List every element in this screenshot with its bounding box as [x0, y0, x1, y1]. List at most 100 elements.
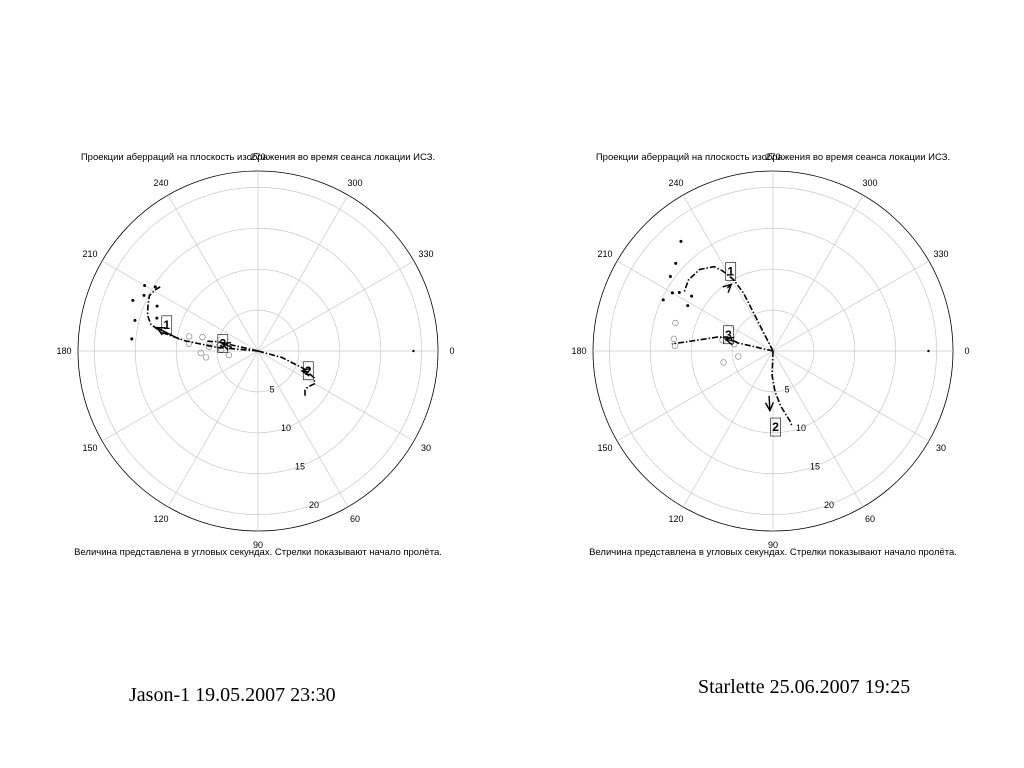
filled-data-point [661, 298, 665, 302]
filled-data-point [130, 337, 134, 341]
open-data-point [225, 351, 232, 359]
pass-track-3 [671, 336, 774, 352]
filled-data-point [679, 239, 683, 243]
pass-arrowhead-2 [764, 402, 774, 413]
pass-label-2: 2 [305, 364, 312, 378]
angle-tick-label: 150 [82, 443, 97, 453]
open-data-point [719, 337, 726, 344]
satellite-caption-starlette: Starlette 25.06.2007 19:25 [698, 676, 911, 698]
radial-tick-label: 20 [309, 500, 319, 510]
angle-tick-label: 120 [668, 514, 683, 524]
angle-tick-label: 300 [347, 178, 362, 188]
filled-data-point [674, 261, 678, 265]
pass-arrow-2 [768, 395, 771, 411]
open-data-point [215, 343, 223, 350]
open-data-point [186, 333, 193, 340]
filled-data-point [153, 285, 157, 289]
angle-tick-label: 120 [153, 514, 168, 524]
angular-gridline [101, 260, 259, 352]
pass-label-box-2 [770, 417, 781, 437]
radial-tick-label: 10 [281, 423, 291, 433]
open-data-point [672, 319, 679, 327]
angular-gridline [772, 350, 930, 442]
angle-tick-label: 240 [668, 178, 683, 188]
outer-dot [927, 349, 930, 353]
polar-plot-starlette: 5 10 15 20 0 30 60 90 120 150 180 210 240 270 300 330 1 2… [571, 152, 969, 550]
angular-gridline [616, 350, 774, 442]
angular-gridline [772, 260, 930, 352]
pass-arrowhead-3 [723, 336, 735, 346]
pass-arrowhead-1 [155, 326, 166, 336]
filled-data-point [143, 284, 147, 288]
filled-data-point [677, 290, 681, 294]
pass-track-2 [771, 350, 793, 427]
angular-gridline [257, 350, 349, 508]
pass-label-box-1 [725, 262, 737, 281]
chart-title: Проекции аберраций на плоскость изображе… [80, 152, 436, 163]
angle-tick-label: 180 [571, 346, 586, 356]
angular-gridline [682, 194, 774, 352]
angle-tick-label: 30 [421, 443, 431, 453]
filled-data-point [133, 318, 137, 322]
polar-plot-jason: 5 10 15 20 0 30 60 90 120 150 180 210 240 270 300 330 1 2… [56, 152, 454, 550]
open-data-point [735, 353, 742, 360]
angular-gridline [167, 194, 259, 352]
angle-tick-label: 330 [933, 249, 948, 259]
open-data-point [670, 335, 678, 342]
angular-gridline [257, 260, 415, 352]
pass-label-box-2 [302, 361, 314, 381]
filled-data-point [670, 291, 674, 295]
satellite-caption-jason: Jason-1 19.05.2007 23:30 [129, 684, 336, 706]
angular-gridline [167, 350, 259, 508]
pass-arrowhead-1 [722, 283, 733, 294]
radial-tick-label: 5 [269, 384, 274, 394]
pass-label-3: 3 [219, 337, 226, 351]
filled-data-point [690, 294, 694, 298]
pass-arrow-3 [221, 342, 233, 349]
angle-tick-label: 240 [153, 178, 168, 188]
angular-gridline [257, 350, 415, 442]
polar-chart-starlette: 5 10 15 20 0 30 60 90 120 150 180 210 240 270 300 330 1 2… [558, 140, 988, 560]
angle-tick-label: 270 [765, 152, 780, 162]
open-data-point [197, 349, 204, 357]
pass-label-1: 1 [727, 265, 734, 279]
pass-track-1 [683, 265, 774, 352]
angle-tick-label: 180 [56, 346, 71, 356]
pass-label-3: 3 [725, 328, 732, 342]
pass-label-1: 1 [163, 318, 170, 332]
pass-label-box-1 [161, 315, 173, 335]
radial-tick-label: 15 [295, 461, 305, 471]
radial-tick-label: 20 [824, 500, 834, 510]
angle-tick-label: 210 [597, 249, 612, 259]
angular-gridline [772, 194, 864, 352]
angle-tick-label: 330 [418, 249, 433, 259]
open-data-point [199, 333, 206, 341]
radial-tick-label: 10 [796, 423, 806, 433]
angle-tick-label: 0 [964, 346, 969, 356]
radial-tick-label: 15 [810, 461, 820, 471]
chart-note: Величина представлена в угловых секундах… [589, 547, 957, 558]
angular-gridline [101, 350, 259, 442]
angle-tick-label: 60 [350, 514, 360, 524]
angular-gridline [682, 350, 774, 508]
pass-track-1 [146, 285, 259, 352]
filled-data-point [686, 304, 690, 308]
angle-tick-label: 60 [865, 514, 875, 524]
polar-chart-jason: 5 10 15 20 0 30 60 90 120 150 180 210 240 270 300 330 1 2… [43, 140, 473, 560]
pass-label-box-3 [217, 334, 229, 353]
angle-tick-label: 270 [250, 152, 265, 162]
angle-tick-label: 30 [936, 443, 946, 453]
filled-data-point [668, 274, 672, 278]
pass-track-2 [257, 350, 316, 397]
outer-dot [412, 349, 415, 353]
angular-gridline [257, 194, 349, 352]
open-data-point [202, 354, 210, 361]
angle-tick-label: 300 [862, 178, 877, 188]
pass-label-2: 2 [772, 420, 779, 434]
chart-note: Величина представлена в угловых секундах… [74, 547, 442, 558]
filled-data-point [131, 298, 135, 302]
chart-title: Проекции аберраций на плоскость изображе… [595, 152, 951, 163]
pass-arrowhead-2 [300, 367, 311, 377]
pass-arrow-3 [725, 338, 738, 343]
angle-tick-label: 0 [449, 346, 454, 356]
